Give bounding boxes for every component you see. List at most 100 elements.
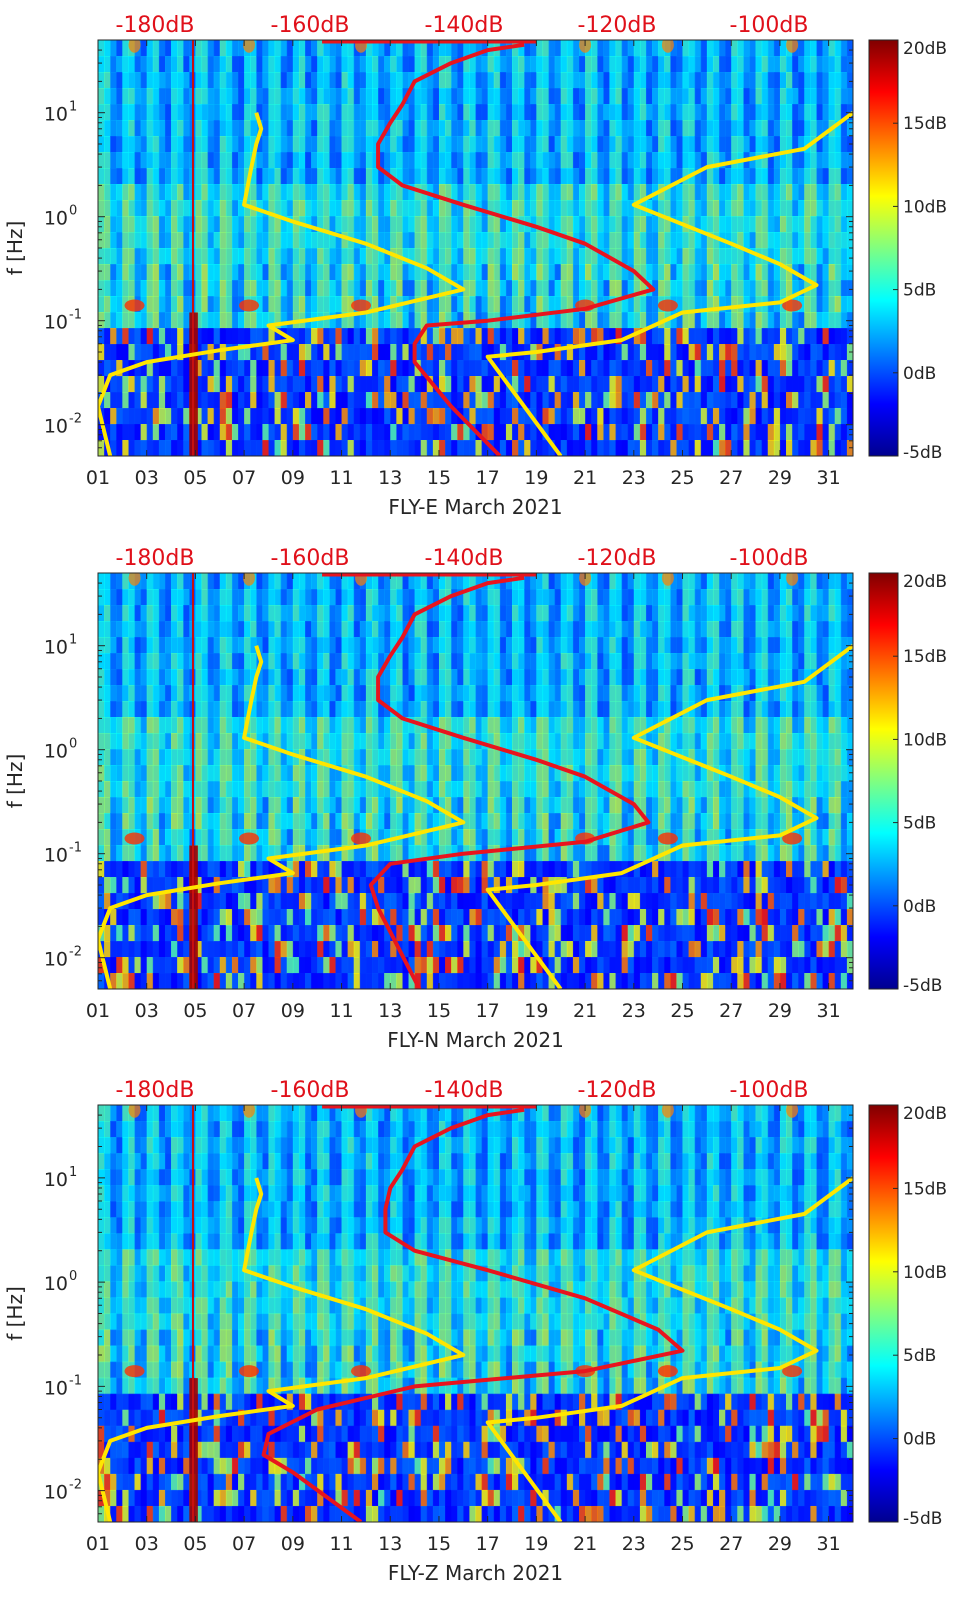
spectrogram-cell bbox=[311, 701, 318, 718]
spectrogram-cell bbox=[706, 168, 714, 185]
spectrogram-cell bbox=[512, 376, 519, 393]
spectrogram-cell bbox=[463, 573, 471, 590]
spectrogram-cell bbox=[645, 184, 653, 201]
spectrogram-cell bbox=[451, 749, 458, 766]
spectrogram-cell bbox=[128, 392, 136, 409]
spectrogram-cell bbox=[298, 589, 306, 606]
spectrogram-cell bbox=[390, 232, 397, 249]
spectrogram-cell bbox=[371, 328, 379, 345]
spectrogram-cell bbox=[432, 733, 440, 750]
spectrogram-cell bbox=[317, 781, 324, 798]
top-scale-label: -180dB bbox=[116, 13, 195, 38]
spectrogram-cell bbox=[104, 605, 111, 622]
spectrogram-cell bbox=[432, 200, 440, 217]
spectrogram-cell bbox=[432, 328, 440, 345]
spectrogram-cell bbox=[846, 120, 853, 137]
spectrogram-cell bbox=[463, 941, 471, 958]
spectrogram-cell bbox=[98, 589, 105, 606]
spectrogram-cell bbox=[445, 621, 452, 638]
spectrogram-cell bbox=[414, 621, 422, 638]
spectrogram-cell bbox=[177, 925, 184, 942]
spectrogram-cell bbox=[238, 376, 245, 393]
spectrogram-cell bbox=[828, 392, 836, 409]
spectrogram-cell bbox=[164, 136, 172, 153]
spectrogram-cell bbox=[438, 200, 446, 217]
spectrogram-cell bbox=[688, 280, 696, 297]
spectrogram-cell bbox=[688, 40, 696, 57]
spectrogram-cell bbox=[475, 216, 483, 233]
spectrogram-cell bbox=[353, 136, 361, 153]
spectrogram-cell bbox=[566, 296, 574, 313]
spectrogram-cell bbox=[536, 280, 544, 297]
spectrogram-cell bbox=[719, 296, 726, 313]
spectrogram-cell bbox=[104, 344, 111, 361]
spectrogram-cell bbox=[256, 589, 263, 606]
spectrogram-cell bbox=[603, 88, 611, 105]
spectrogram-cell bbox=[359, 685, 367, 702]
spectrogram-cell bbox=[432, 280, 440, 297]
spectrogram-cell bbox=[463, 200, 471, 217]
spectrogram-cell bbox=[256, 605, 263, 622]
spectrogram-cell bbox=[390, 392, 397, 409]
spectrogram-cell bbox=[414, 344, 422, 361]
spectrogram-cell bbox=[201, 845, 209, 862]
spectrogram-cell bbox=[280, 232, 288, 249]
spectrogram-cell bbox=[164, 925, 172, 942]
spectrogram-cell bbox=[365, 685, 373, 702]
spectrogram-cell bbox=[329, 749, 337, 766]
spectrogram-cell bbox=[365, 733, 373, 750]
spectrogram-cell bbox=[305, 408, 312, 425]
spectrogram-cell bbox=[591, 376, 598, 393]
spectrogram-cell bbox=[128, 653, 136, 670]
spectrogram-cell bbox=[585, 136, 592, 153]
spectrogram-cell bbox=[560, 152, 568, 169]
spectrogram-cell bbox=[469, 637, 477, 654]
spectrogram-cell bbox=[98, 232, 105, 249]
spectrogram-cell bbox=[359, 72, 367, 89]
spectrogram-cell bbox=[244, 621, 251, 638]
spectrogram-cell bbox=[164, 653, 172, 670]
spectrogram-cell bbox=[591, 440, 598, 456]
spectrogram-cell bbox=[171, 264, 178, 281]
spectrogram-cell bbox=[286, 280, 294, 297]
spectrogram-cell bbox=[384, 765, 391, 782]
spectrogram-cell bbox=[438, 781, 446, 798]
spectrogram-cell bbox=[140, 72, 148, 89]
spectrogram-cell bbox=[469, 408, 477, 425]
spectrogram-cell bbox=[840, 296, 848, 313]
spectrogram-cell bbox=[323, 88, 330, 105]
spectrogram-cell bbox=[822, 360, 830, 377]
spectrogram-cell bbox=[305, 701, 312, 718]
spectrogram-cell bbox=[195, 360, 203, 377]
spectrogram-cell bbox=[104, 216, 111, 233]
spectrogram-cell bbox=[572, 408, 580, 425]
top-scale-label: -100dB bbox=[730, 13, 809, 38]
spectrogram-cell bbox=[140, 973, 148, 989]
spectrogram-cell bbox=[390, 360, 397, 377]
spectrogram-cell bbox=[122, 701, 130, 718]
spectrogram-cell bbox=[414, 104, 422, 121]
spectrogram-cell bbox=[158, 669, 166, 686]
spectrogram-cell bbox=[828, 280, 836, 297]
spectrogram-cell bbox=[371, 653, 379, 670]
spectrogram-cell bbox=[329, 440, 337, 456]
spectrogram-cell bbox=[396, 669, 404, 686]
spectrogram-cell bbox=[438, 925, 446, 942]
spectrogram-cell bbox=[420, 573, 428, 590]
spectrogram-cell bbox=[311, 605, 318, 622]
spectrogram-cell bbox=[481, 264, 489, 281]
spectrogram-cell bbox=[469, 360, 477, 377]
spectrogram-cell bbox=[390, 589, 397, 606]
spectrogram-cell bbox=[317, 925, 324, 942]
spectrogram-cell bbox=[846, 280, 853, 297]
spectrogram-cell bbox=[469, 781, 477, 798]
spectrogram-cell bbox=[700, 168, 708, 185]
spectrogram-cell bbox=[98, 264, 105, 281]
spectrogram-cell bbox=[311, 893, 318, 910]
spectrogram-cell bbox=[140, 781, 148, 798]
spectrogram-cell bbox=[317, 973, 324, 989]
spectrogram-cell bbox=[347, 637, 355, 654]
spectrogram-cell bbox=[329, 877, 337, 894]
spectrogram-cell bbox=[420, 941, 428, 958]
spectrogram-cell bbox=[116, 184, 123, 201]
